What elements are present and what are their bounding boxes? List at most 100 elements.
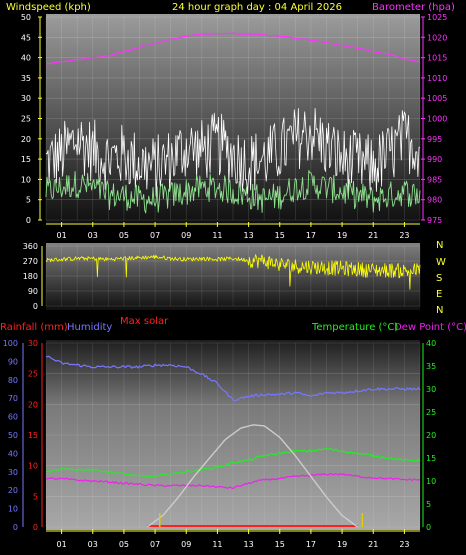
direction-tick-label: 270	[23, 257, 38, 266]
humidity-tick-label: 100	[3, 339, 18, 348]
barometer-tick-label: 995	[427, 135, 442, 144]
windspeed-axis-label: Windspeed (kph)	[6, 2, 91, 13]
hour-tick-label: 15	[275, 231, 285, 240]
compass-s: S	[436, 273, 442, 284]
wind-direction-line	[45, 254, 421, 290]
humidity-tick-label: 40	[8, 449, 18, 458]
barometer-tick-label: 1015	[427, 54, 447, 63]
windspeed-tick-label: 15	[21, 155, 31, 164]
compass-n-bottom: N	[436, 305, 443, 316]
humidity-tick-label: 90	[8, 357, 18, 366]
barometer-tick-label: 985	[427, 175, 442, 184]
rainfall-tick-label: 30	[28, 339, 38, 348]
humidity-line	[45, 355, 421, 402]
compass-w: W	[436, 257, 446, 268]
barometer-tick-label: 1020	[427, 33, 447, 42]
hour-tick-label-bottom: 01	[56, 540, 66, 549]
temperature-plot-area	[46, 340, 420, 530]
hour-tick-label-bottom: 19	[337, 540, 347, 549]
hour-tick-label-bottom: 13	[243, 540, 253, 549]
humidity-tick-label: 80	[8, 376, 18, 385]
hour-tick-label-bottom: 05	[119, 540, 129, 549]
hour-tick-label: 17	[306, 231, 316, 240]
rainfall-tick-label: 5	[33, 492, 38, 501]
humidity-tick-label: 30	[8, 468, 18, 477]
barometer-tick-label: 990	[427, 155, 442, 164]
humidity-tick-label: 20	[8, 486, 18, 495]
direction-tick-label: 180	[23, 272, 38, 281]
hour-tick-label: 03	[88, 231, 98, 240]
compass-n-top: N	[436, 240, 443, 251]
windspeed-tick-label: 0	[26, 216, 31, 225]
rainfall-tick-label: 10	[28, 462, 38, 471]
rainfall-tick-label: 20	[28, 400, 38, 409]
hour-tick-label-bottom: 09	[181, 540, 191, 549]
hour-tick-label: 11	[212, 231, 222, 240]
temperature-tick-label: 25	[426, 408, 436, 417]
windspeed-tick-label: 30	[21, 94, 31, 103]
barometer-line	[46, 32, 421, 65]
temperature-tick-label: 5	[426, 500, 431, 509]
humidity-tick-label: 70	[8, 394, 18, 403]
windspeed-tick-label: 20	[21, 135, 31, 144]
temperature-tick-label: 20	[426, 431, 436, 440]
compass-e: E	[436, 289, 442, 300]
temperature-axis-label: Temperature (°C)	[311, 322, 398, 333]
temperature-tick-label: 0	[426, 523, 431, 532]
windspeed-tick-label: 50	[21, 13, 31, 22]
max-solar-label: Max solar	[120, 316, 169, 327]
direction-plot-area	[46, 243, 420, 310]
hour-tick-label: 21	[368, 231, 378, 240]
rainfall-tick-label: 0	[33, 523, 38, 532]
hour-tick-label-bottom: 15	[275, 540, 285, 549]
hour-tick-label: 19	[337, 231, 347, 240]
hour-tick-label: 13	[243, 231, 253, 240]
barometer-tick-label: 1000	[427, 115, 447, 124]
humidity-tick-label: 10	[8, 505, 18, 514]
hour-tick-label: 01	[56, 231, 66, 240]
wind-gust-line	[45, 108, 421, 197]
barometer-tick-label: 980	[427, 196, 442, 205]
temperature-tick-label: 35	[426, 362, 436, 371]
direction-tick-label: 0	[33, 302, 38, 311]
dewpoint-axis-label: Dew Point (°C)	[394, 322, 466, 333]
direction-tick-label: 360	[23, 242, 38, 251]
barometer-tick-label: 975	[427, 216, 442, 225]
windspeed-tick-label: 25	[21, 115, 31, 124]
temperature-tick-label: 10	[426, 477, 436, 486]
chart-title: 24 hour graph day : 04 April 2026	[172, 2, 342, 13]
barometer-tick-label: 1005	[427, 94, 447, 103]
hour-tick-label-bottom: 11	[212, 540, 222, 549]
hour-tick-label: 09	[181, 231, 191, 240]
direction-tick-label: 90	[28, 287, 38, 296]
windspeed-tick-label: 40	[21, 54, 31, 63]
wind-average-line	[45, 170, 421, 214]
max-solar-line	[146, 424, 359, 528]
hour-tick-label: 07	[150, 231, 160, 240]
humidity-axis-label: Humidity	[67, 322, 112, 333]
temperature-tick-label: 40	[426, 339, 436, 348]
barometer-tick-label: 1025	[427, 13, 447, 22]
windspeed-tick-label: 5	[26, 196, 31, 205]
windspeed-tick-label: 45	[21, 33, 31, 42]
rainfall-tick-label: 25	[28, 370, 38, 379]
hour-tick-label-bottom: 23	[399, 540, 409, 549]
temperature-tick-label: 15	[426, 454, 436, 463]
temperature-line	[45, 447, 421, 478]
humidity-tick-label: 50	[8, 431, 18, 440]
windspeed-tick-label: 10	[21, 175, 31, 184]
humidity-tick-label: 0	[13, 523, 18, 532]
hour-tick-label: 23	[399, 231, 409, 240]
barometer-axis-label: Barometer (hpa)	[372, 2, 455, 13]
windspeed-tick-label: 35	[21, 74, 31, 83]
hour-tick-label: 05	[119, 231, 129, 240]
hour-tick-label-bottom: 07	[150, 540, 160, 549]
temperature-tick-label: 30	[426, 385, 436, 394]
hour-tick-label-bottom: 21	[368, 540, 378, 549]
hour-tick-label-bottom: 17	[306, 540, 316, 549]
humidity-tick-label: 60	[8, 413, 18, 422]
rainfall-tick-label: 15	[28, 431, 38, 440]
rainfall-axis-label: Rainfall (mm)	[0, 322, 68, 333]
barometer-tick-label: 1010	[427, 74, 447, 83]
